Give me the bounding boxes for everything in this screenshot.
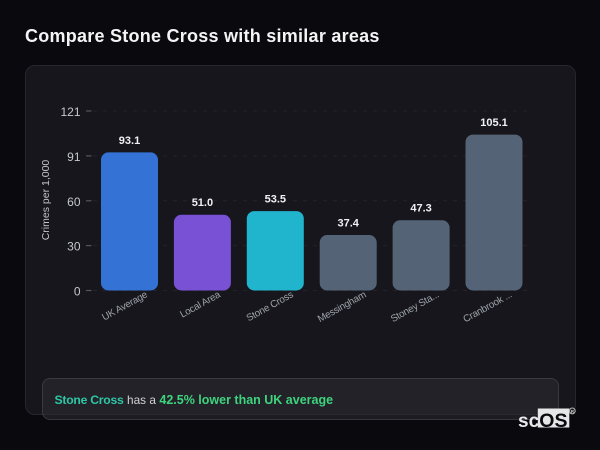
svg-text:Stoney Sta...: Stoney Sta... [389,290,441,325]
svg-text:Local Area: Local Area [178,289,223,320]
svg-text:51.0: 51.0 [192,197,213,209]
svg-text:121: 121 [60,105,80,119]
svg-text:30: 30 [67,240,81,254]
svg-text:Crimes per 1,000: Crimes per 1,000 [40,160,52,241]
svg-text:53.5: 53.5 [265,194,286,206]
svg-text:47.3: 47.3 [410,203,431,215]
svg-text:60: 60 [67,195,81,209]
svg-text:0: 0 [74,285,81,299]
svg-text:Cranbrook ...: Cranbrook ... [462,290,514,326]
svg-text:R: R [571,409,575,415]
svg-text:91: 91 [67,150,81,164]
svg-text:93.1: 93.1 [119,135,140,147]
svg-text:37.4: 37.4 [337,217,359,229]
svg-text:sc: sc [518,411,540,431]
svg-text:OS: OS [539,410,567,431]
svg-text:105.1: 105.1 [480,117,508,129]
svg-text:Stone Cross: Stone Cross [245,289,296,324]
svg-text:Messingham: Messingham [316,289,368,325]
svg-text:UK Average: UK Average [100,289,150,323]
